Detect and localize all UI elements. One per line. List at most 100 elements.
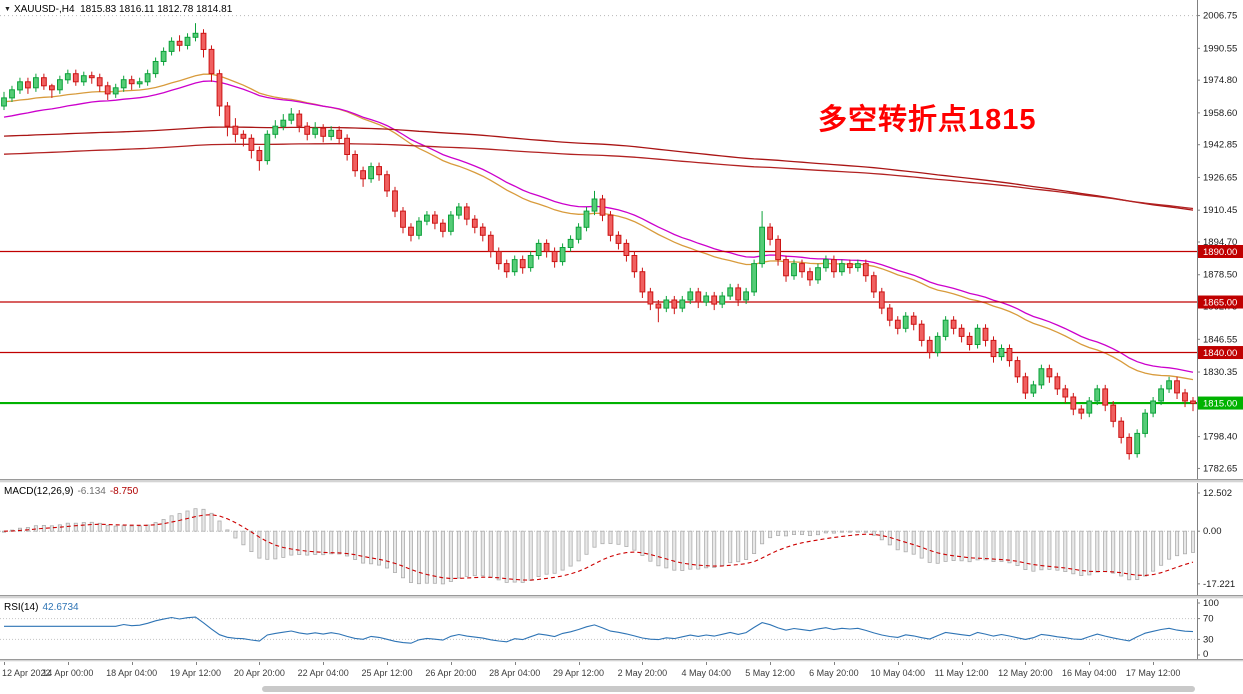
- macd-canvas[interactable]: 12.502 0.00 -17.221: [0, 483, 1243, 595]
- macd-label: MACD(12,26,9): [4, 486, 74, 497]
- candle-body: [136, 81, 143, 85]
- candle-body: [320, 127, 327, 137]
- time-axis[interactable]: 12 Apr 2022 14 Apr 00:00 18 Apr 04:00 19 Ap…: [0, 662, 1243, 684]
- macd-histogram-bar: [33, 525, 38, 532]
- panel-splitter[interactable]: [0, 479, 1243, 483]
- candle-body: [623, 242, 630, 256]
- macd-histogram-bar: [1063, 530, 1068, 573]
- candle-body: [352, 154, 359, 172]
- horizontal-scrollbar[interactable]: [0, 685, 1243, 694]
- macd-histogram-bar: [983, 530, 988, 561]
- macd-histogram-bar: [943, 530, 948, 562]
- candle-body: [328, 129, 335, 137]
- candle-body: [934, 335, 941, 354]
- macd-histogram-bar: [161, 519, 166, 532]
- macd-histogram-bar: [408, 530, 413, 583]
- ma-line-slow-red: [3, 126, 1194, 211]
- rsi-panel[interactable]: 100 70 30 0 RSI(14) 42.6734: [0, 599, 1243, 659]
- ma-line-mid-magenta: [3, 80, 1194, 373]
- macd-histogram-bar: [1031, 530, 1036, 572]
- time-axis-tick: [833, 662, 835, 665]
- macd-histogram-bar: [768, 530, 773, 539]
- time-axis-label: 4 May 04:00: [681, 668, 731, 678]
- macd-histogram-bar: [959, 530, 964, 562]
- macd-histogram-bar: [464, 530, 469, 577]
- macd-histogram-bar: [440, 530, 445, 585]
- candle-body: [1118, 420, 1125, 438]
- candle-body: [862, 263, 869, 277]
- macd-histogram-bar: [871, 530, 876, 536]
- macd-histogram-bar: [1055, 530, 1060, 571]
- rsi-canvas[interactable]: 100 70 30 0: [0, 599, 1243, 659]
- candle-body: [1126, 436, 1133, 455]
- candle-body: [950, 319, 957, 329]
- candle-body: [80, 75, 87, 83]
- candle-body: [160, 50, 167, 63]
- candle-body: [1094, 388, 1101, 402]
- price-chart-canvas[interactable]: 2006.75 1990.55 1974.80 1958.60 1942.85 1926.…: [0, 0, 1243, 479]
- candle-body: [1, 97, 7, 107]
- macd-histogram-bar: [129, 525, 134, 532]
- macd-histogram-bar: [792, 530, 797, 536]
- macd-histogram-bar: [209, 512, 214, 532]
- rsi-line: [4, 616, 1194, 644]
- candle-body: [1174, 380, 1180, 394]
- candle-body: [926, 339, 933, 353]
- price-tag-label: 1865.00: [1203, 298, 1237, 309]
- macd-histogram-bar: [648, 530, 653, 562]
- horizontal-scrollbar-thumb[interactable]: [262, 686, 1195, 692]
- candle-body: [1182, 392, 1188, 402]
- price-chart-panel[interactable]: 2006.75 1990.55 1974.80 1958.60 1942.85 1926.…: [0, 0, 1243, 479]
- candle-body: [272, 125, 279, 135]
- price-axis-label: 1878.50: [1203, 270, 1237, 281]
- candle-body: [64, 73, 71, 81]
- macd-panel[interactable]: 12.502 0.00 -17.221 MACD(12,26,9) -6.134 -8.…: [0, 483, 1243, 595]
- candle-body: [240, 133, 247, 139]
- price-axis-label: 1830.35: [1203, 367, 1237, 378]
- panel-splitter[interactable]: [0, 659, 1243, 662]
- candle-body: [344, 137, 351, 156]
- macd-histogram-bar: [728, 530, 733, 564]
- candle-body: [807, 271, 813, 281]
- macd-axis-bg: [1197, 483, 1243, 595]
- candle-body: [232, 125, 239, 135]
- time-axis-label: 5 May 12:00: [745, 668, 795, 678]
- candle-body: [886, 307, 893, 321]
- annotation-text[interactable]: 多空转折点1815: [818, 104, 1037, 136]
- symbol-dropdown-icon[interactable]: ▼: [4, 6, 11, 13]
- time-axis-label: 19 Apr 12:00: [169, 668, 222, 678]
- ma-line-slower-red: [3, 143, 1194, 210]
- candle-body: [615, 234, 622, 244]
- candle-body: [719, 295, 726, 305]
- candle-body: [743, 291, 750, 301]
- macd-histogram-bar: [353, 530, 358, 560]
- candle-body: [663, 299, 670, 309]
- candle-body: [655, 303, 662, 309]
- candle-body: [176, 40, 183, 46]
- candle-body: [463, 206, 470, 220]
- candle-body: [128, 79, 135, 85]
- time-axis-tick: [387, 662, 389, 665]
- candle-body: [855, 263, 861, 269]
- macd-histogram-bar: [1071, 530, 1076, 575]
- candle-body: [1078, 408, 1085, 414]
- macd-histogram-bar: [1047, 530, 1052, 570]
- macd-histogram-bar: [193, 508, 198, 532]
- macd-histogram-bar: [424, 530, 429, 584]
- candle-body: [248, 137, 255, 151]
- macd-histogram-bar: [951, 530, 956, 562]
- panel-splitter[interactable]: [0, 595, 1243, 599]
- macd-histogram-bar: [289, 530, 294, 556]
- macd-histogram-bar: [1175, 530, 1180, 557]
- candle-body: [823, 259, 829, 269]
- candle-body: [1030, 384, 1037, 394]
- time-axis-tick: [897, 662, 899, 665]
- candle-body: [583, 210, 590, 228]
- macd-histogram-bar: [704, 530, 709, 569]
- macd-histogram-bar: [1087, 530, 1092, 576]
- macd-histogram-bar: [337, 530, 342, 555]
- candle-body: [815, 267, 821, 281]
- price-axis-label: 1942.85: [1203, 140, 1237, 151]
- macd-histogram-bar: [608, 530, 613, 544]
- macd-legend: MACD(12,26,9) -6.134 -8.750: [4, 486, 138, 497]
